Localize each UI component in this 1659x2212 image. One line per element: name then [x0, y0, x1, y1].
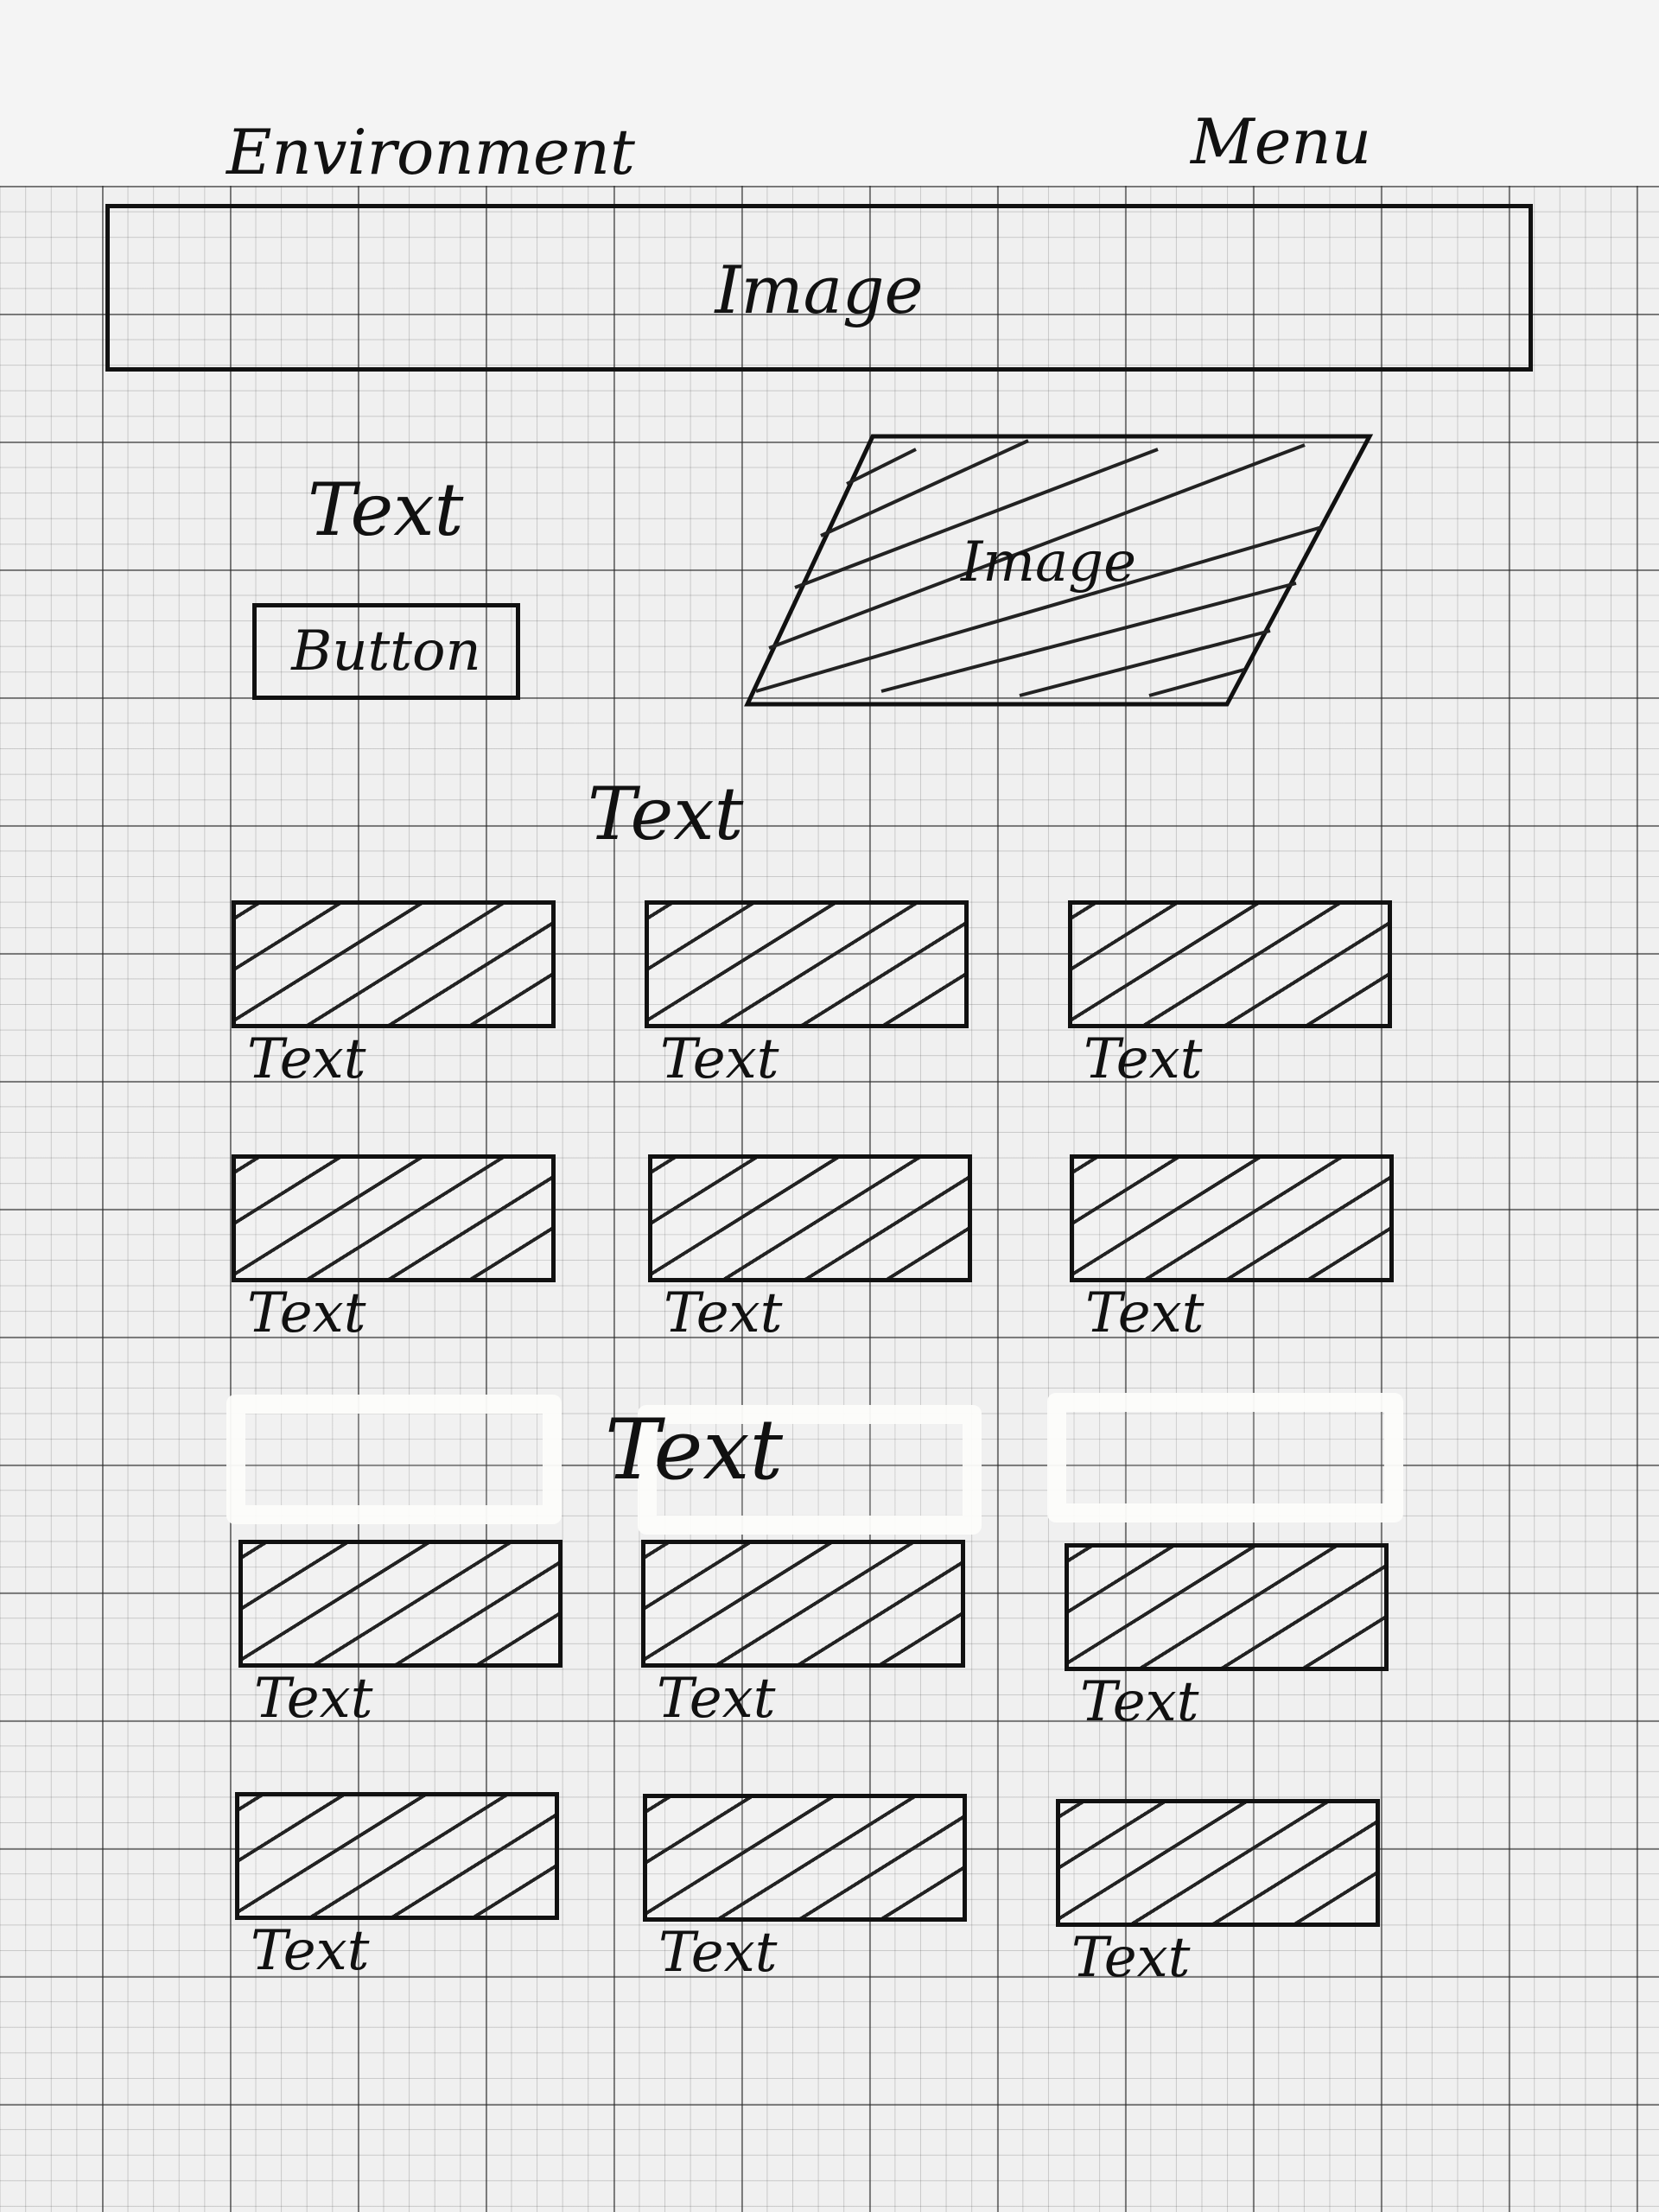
card-image-placeholder [641, 1540, 965, 1668]
card-image-placeholder [1056, 1799, 1380, 1927]
section1-card[interactable]: Text [1070, 1154, 1398, 1344]
card-image-placeholder [235, 1792, 559, 1920]
erased-box [1047, 1393, 1403, 1522]
card-image-placeholder [1065, 1543, 1389, 1671]
nav-title: Environment [226, 116, 635, 188]
section1-card[interactable]: Text [648, 1154, 976, 1344]
card-image-placeholder [1070, 1154, 1394, 1282]
section2-card[interactable]: Text [238, 1540, 567, 1730]
card-caption: Text [660, 1027, 779, 1091]
paper-margin [0, 0, 1659, 186]
hero-image-placeholder: Image [105, 204, 1533, 372]
section1-card[interactable]: Text [232, 900, 560, 1090]
section2-title: Text [605, 1402, 784, 1498]
section2-card[interactable]: Text [235, 1792, 563, 1982]
nav-menu[interactable]: Menu [1191, 105, 1372, 178]
intro-image-placeholder [744, 434, 1374, 707]
card-caption: Text [1085, 1281, 1205, 1345]
section1-title: Text [588, 772, 744, 856]
card-image-placeholder [643, 1794, 967, 1922]
card-image-placeholder [232, 900, 556, 1028]
card-caption: Text [657, 1667, 776, 1731]
card-caption: Text [658, 1921, 778, 1985]
section1-card[interactable]: Text [232, 1154, 560, 1344]
section1-card[interactable]: Text [1068, 900, 1396, 1090]
intro-text: Text [308, 467, 464, 552]
card-caption: Text [247, 1027, 366, 1091]
erased-box [638, 1405, 982, 1535]
card-caption: Text [1084, 1027, 1203, 1091]
section2-card[interactable]: Text [643, 1794, 971, 1984]
section1-card[interactable]: Text [645, 900, 973, 1090]
intro-button[interactable]: Button [252, 603, 520, 700]
card-image-placeholder [645, 900, 969, 1028]
card-image-placeholder [1068, 900, 1392, 1028]
erased-box [226, 1395, 562, 1524]
hero-image-label: Image [715, 251, 924, 328]
card-image-placeholder [648, 1154, 972, 1282]
card-caption: Text [1071, 1926, 1191, 1990]
card-caption: Text [247, 1281, 366, 1345]
card-caption: Text [251, 1919, 370, 1983]
card-caption: Text [254, 1667, 373, 1731]
card-image-placeholder [232, 1154, 556, 1282]
card-caption: Text [1080, 1670, 1199, 1734]
card-caption: Text [664, 1281, 783, 1345]
section2-card[interactable]: Text [641, 1540, 969, 1730]
intro-image-label: Image [961, 531, 1136, 594]
section2-card[interactable]: Text [1056, 1799, 1384, 1989]
card-image-placeholder [238, 1540, 563, 1668]
section2-card[interactable]: Text [1065, 1543, 1393, 1733]
